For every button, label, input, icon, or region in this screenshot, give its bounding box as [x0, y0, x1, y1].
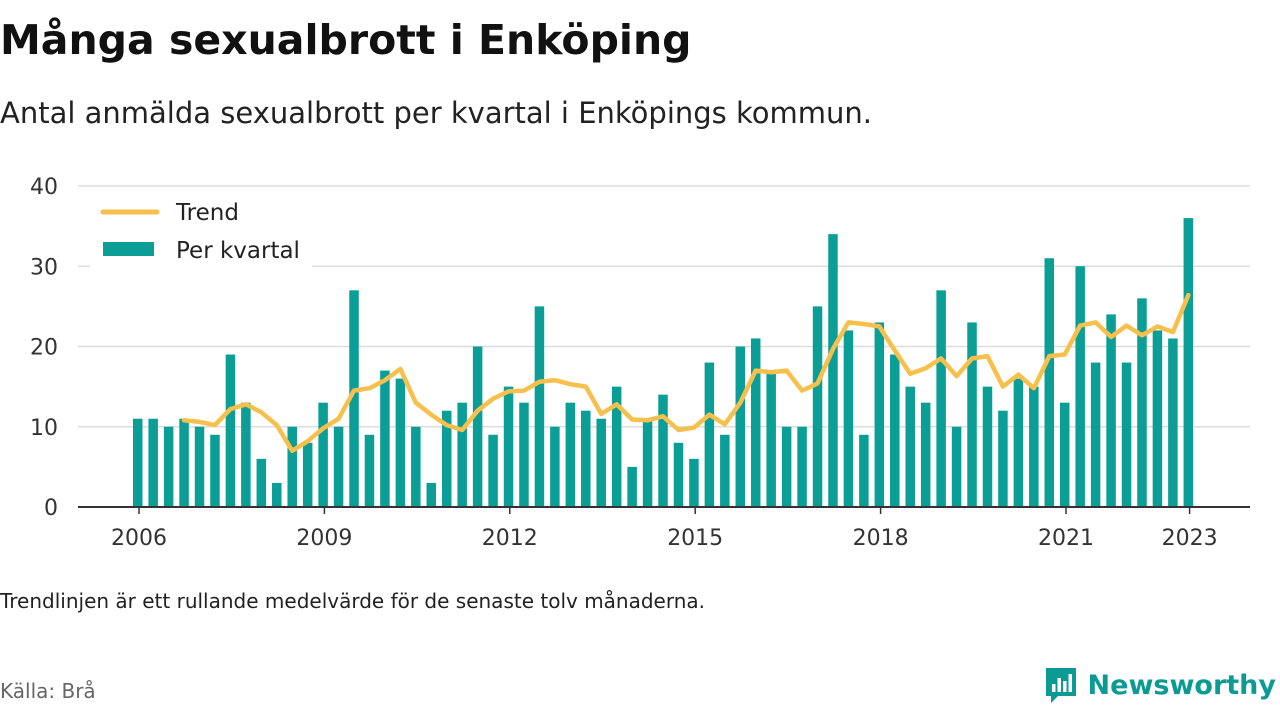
bar — [766, 370, 776, 507]
bar — [426, 482, 437, 507]
bar — [596, 418, 606, 507]
bar — [812, 306, 823, 507]
bar — [1059, 402, 1070, 507]
brand-logo: Newsworthy — [1044, 664, 1276, 706]
bar — [132, 418, 143, 507]
bar — [272, 482, 282, 507]
bar — [148, 418, 158, 507]
bar — [550, 426, 560, 507]
bar — [534, 306, 545, 507]
bar — [998, 410, 1008, 507]
bar — [642, 418, 653, 507]
bar — [1106, 314, 1116, 507]
brand-name: Newsworthy — [1087, 669, 1276, 701]
bar — [982, 386, 993, 507]
bar — [828, 234, 838, 507]
bar — [750, 338, 761, 507]
bar — [920, 402, 931, 507]
bar — [936, 290, 946, 507]
bar — [318, 402, 328, 507]
x-tick-label: 2012 — [482, 526, 538, 551]
bar — [1152, 330, 1163, 507]
bar — [163, 426, 174, 507]
chart-title: Många sexualbrott i Enköping — [0, 16, 692, 64]
bar — [1137, 298, 1147, 507]
bar — [395, 378, 406, 507]
chart-subtitle: Antal anmälda sexualbrott per kvartal i … — [0, 96, 872, 130]
bar — [735, 346, 746, 507]
bar — [488, 434, 498, 507]
bar — [1044, 258, 1055, 507]
bar — [967, 322, 977, 507]
bar — [673, 442, 684, 507]
bar — [333, 426, 344, 507]
bar-series-per-kvartal — [132, 218, 1194, 507]
legend-swatch-per-kvartal — [103, 242, 154, 256]
bar — [457, 402, 467, 507]
bar — [905, 386, 915, 507]
bar — [1168, 338, 1178, 507]
bar — [951, 426, 962, 507]
y-tick-label: 30 — [30, 255, 58, 280]
bar — [874, 322, 885, 507]
bar — [241, 402, 251, 507]
bar — [349, 290, 359, 507]
bar — [658, 394, 668, 507]
bar — [859, 434, 869, 507]
bar — [843, 330, 854, 507]
x-tick-label: 2006 — [111, 526, 167, 551]
legend-label-per-kvartal: Per kvartal — [176, 238, 300, 264]
bar — [1121, 362, 1132, 507]
y-tick-label: 40 — [30, 175, 58, 200]
newsworthy-logo-icon — [1045, 668, 1076, 703]
bar — [194, 426, 205, 507]
bar — [1183, 218, 1194, 507]
bar — [287, 426, 297, 507]
legend: Trend Per kvartal — [90, 196, 312, 270]
bar — [1029, 386, 1039, 507]
bar — [179, 418, 189, 507]
bar — [704, 362, 715, 507]
bar — [503, 386, 514, 507]
bar — [519, 402, 529, 507]
y-axis-ticks: 0 10 20 30 40 — [30, 175, 58, 521]
bar — [565, 402, 576, 507]
bar — [1090, 362, 1101, 507]
bar — [256, 458, 267, 507]
bar — [1013, 378, 1024, 507]
chart-area: 0 10 20 30 40 2006 2009 2012 2015 2018 2021 2023 T… — [30, 175, 1250, 551]
bar — [472, 346, 483, 507]
x-axis-ticks: 2006 2009 2012 2015 2018 2021 2023 — [111, 507, 1218, 551]
bar — [302, 442, 313, 507]
bar — [225, 354, 236, 507]
bar — [890, 354, 900, 507]
trend-line — [181, 292, 1191, 454]
legend-label-trend: Trend — [175, 200, 239, 226]
y-tick-label: 20 — [30, 336, 58, 361]
bar — [720, 434, 730, 507]
bar — [411, 426, 421, 507]
x-tick-label: 2018 — [853, 526, 909, 551]
x-tick-label: 2021 — [1038, 526, 1094, 551]
footnote: Trendlinjen är ett rullande medelvärde f… — [0, 589, 706, 613]
x-tick-label: 2015 — [667, 526, 723, 551]
bar — [364, 434, 375, 507]
bar — [627, 466, 637, 507]
y-tick-label: 10 — [30, 416, 58, 441]
bar — [380, 370, 390, 507]
bar — [581, 410, 591, 507]
y-tick-label: 0 — [44, 496, 58, 521]
bar — [611, 386, 622, 507]
bar — [781, 426, 792, 507]
bar — [210, 434, 220, 507]
source-credit: Källa: Brå — [0, 679, 96, 703]
bar — [689, 458, 699, 507]
legend-background — [90, 196, 312, 270]
x-tick-label: 2023 — [1162, 526, 1218, 551]
bar — [441, 410, 452, 507]
bar — [797, 426, 807, 507]
bar — [1075, 266, 1085, 507]
x-tick-label: 2009 — [296, 526, 352, 551]
